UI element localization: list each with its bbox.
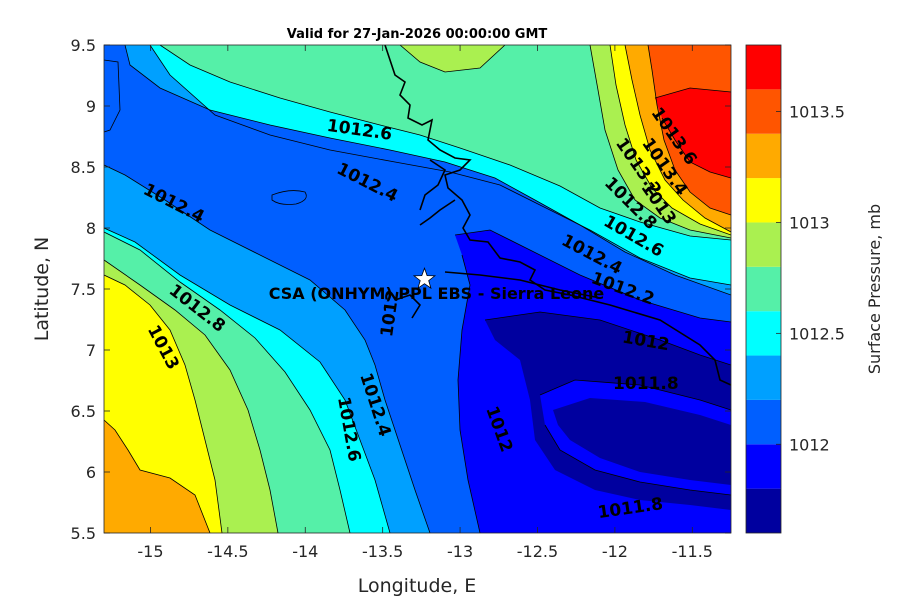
colorbar-swatch — [746, 488, 781, 533]
y-tick-label: 8.5 — [71, 158, 96, 177]
site-marker-group: CSA (ONHYM) PPL EBS - Sierra Leone — [269, 267, 605, 303]
x-tick-label: -12.5 — [517, 542, 558, 561]
x-tick-label: -13.5 — [362, 542, 403, 561]
band-1012-2-nw-blob — [272, 190, 307, 205]
contour-lines — [104, 45, 731, 533]
band-1012-6-north — [104, 45, 731, 240]
colorbar-swatch — [746, 444, 781, 489]
y-tick-label: 6 — [86, 463, 96, 482]
site-star-icon — [412, 267, 437, 290]
band-1011-6-core — [553, 398, 731, 485]
contour-fill — [104, 45, 731, 533]
colorbar-swatch — [746, 178, 781, 223]
band-1013-2-west — [104, 420, 210, 533]
coastline — [384, 45, 731, 386]
x-tick-label: -11.5 — [672, 542, 713, 561]
colorbar-title: Surface Pressure, mb — [865, 204, 884, 374]
y-axis-label: Latitude, N — [31, 237, 53, 342]
band-1013-6-ne — [655, 88, 731, 178]
contour-label: 1011.8 — [613, 374, 679, 394]
site-label: CSA (ONHYM) PPL EBS - Sierra Leone — [269, 284, 605, 303]
colorbar-tick-label: 1013 — [789, 213, 830, 232]
colorbar-swatch — [746, 45, 781, 90]
x-axis: -15 -14.5 -14 -13.5 -13 -12.5 -12 -11.5 — [137, 45, 713, 561]
band-1012-8-north — [400, 45, 505, 72]
chart-title: Valid for 27-Jan-2026 00:00:00 GMT — [287, 27, 548, 42]
band-1012-0-nw — [104, 60, 120, 132]
colorbar-swatch — [746, 399, 781, 445]
colorbar: 1012 1012.5 1013 1013.5 — [745, 44, 845, 534]
colorbar-swatch — [746, 311, 781, 356]
y-tick-label: 9.5 — [71, 36, 96, 55]
y-tick-label: 7 — [86, 341, 96, 360]
x-tick-label: -13 — [447, 542, 473, 561]
y-tick-label: 8 — [86, 219, 96, 238]
colorbar-tick-label: 1012 — [789, 435, 830, 454]
y-tick-label: 5.5 — [71, 524, 96, 543]
colorbar-swatch — [746, 89, 781, 134]
x-tick-label: -14.5 — [207, 542, 248, 561]
x-tick-label: -12 — [602, 542, 628, 561]
y-axis: 5.5 6 6.5 7 7.5 8 8.5 9 9.5 — [71, 36, 731, 543]
colorbar-swatch — [746, 266, 781, 312]
x-tick-label: -15 — [137, 542, 163, 561]
y-tick-label: 6.5 — [71, 402, 96, 421]
colorbar-swatch — [746, 133, 781, 179]
colorbar-swatch — [746, 222, 781, 267]
band-1012-2-west — [104, 165, 430, 533]
colorbar-tick-label: 1013.5 — [789, 103, 845, 122]
x-tick-label: -14 — [292, 542, 318, 561]
x-axis-label: Longitude, E — [358, 575, 477, 597]
y-tick-label: 9 — [86, 97, 96, 116]
y-tick-label: 7.5 — [71, 280, 96, 299]
colorbar-frame — [745, 44, 782, 534]
colorbar-swatch — [746, 355, 781, 400]
colorbar-tick-label: 1012.5 — [789, 324, 845, 343]
